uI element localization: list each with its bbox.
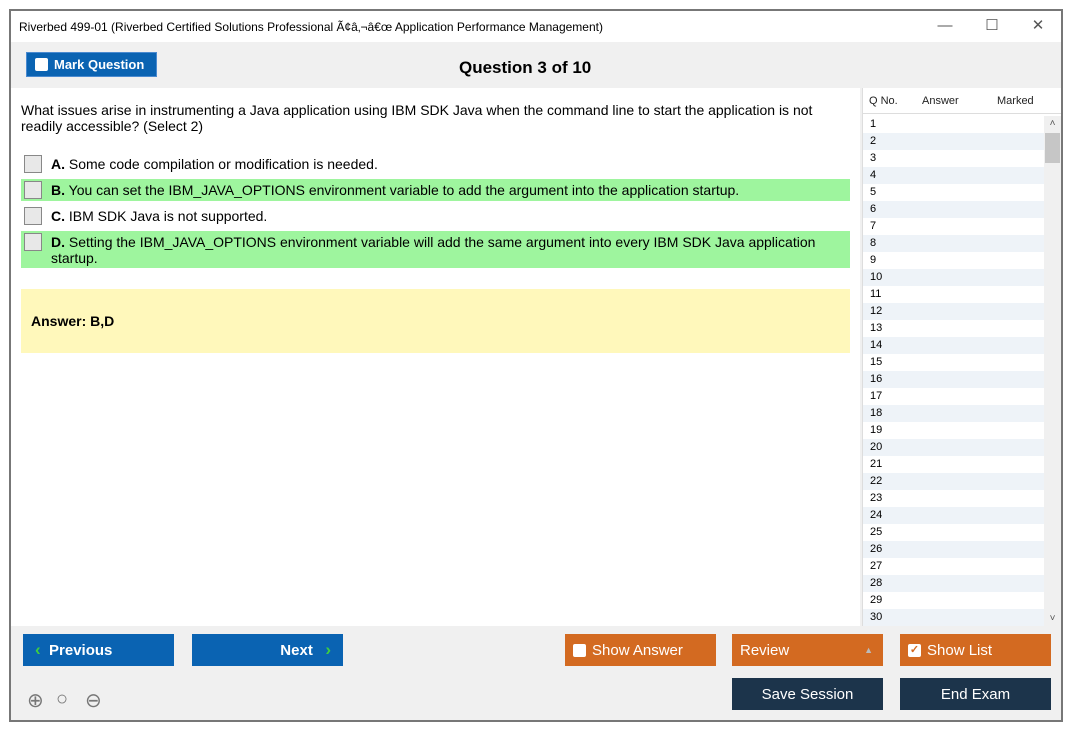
chevron-right-icon: ›: [325, 640, 331, 659]
option-letter: D.: [51, 234, 65, 250]
option-c[interactable]: C. IBM SDK Java is not supported.: [21, 205, 850, 227]
show-list-label: Show List: [927, 641, 993, 659]
list-item[interactable]: 4: [863, 167, 1045, 184]
list-item[interactable]: 3: [870, 152, 877, 164]
list-item[interactable]: 25: [870, 526, 883, 538]
list-item[interactable]: 28: [863, 575, 1045, 592]
title-bar: Riverbed 499-01 (Riverbed Certified Solu…: [11, 11, 1061, 42]
answer-box: Answer: B,D: [21, 289, 850, 353]
end-exam-button[interactable]: End Exam: [900, 678, 1051, 710]
option-checkbox[interactable]: [24, 181, 42, 199]
option-checkbox[interactable]: [24, 207, 42, 225]
option-checkbox[interactable]: [24, 155, 42, 173]
option-checkbox[interactable]: [24, 233, 42, 251]
question-text: What issues arise in instrumenting a Jav…: [21, 102, 813, 134]
save-session-button[interactable]: Save Session: [732, 678, 883, 710]
option-text: Some code compilation or modification is…: [65, 156, 378, 172]
list-item[interactable]: 7: [870, 220, 877, 232]
list-item[interactable]: 13: [870, 322, 883, 334]
question-title: Question 3 of 10: [459, 58, 592, 77]
next-label: Next: [280, 641, 313, 659]
list-item[interactable]: 18: [863, 405, 1045, 422]
question-panel: What issues arise in instrumenting a Jav…: [11, 88, 860, 626]
show-list-button[interactable]: ✓ Show List: [900, 634, 1051, 666]
option-letter: B.: [51, 182, 65, 198]
list-item[interactable]: 29: [870, 594, 883, 606]
list-item[interactable]: 17: [870, 390, 883, 402]
list-item[interactable]: 6: [863, 201, 1045, 218]
option-text: You can set the IBM_JAVA_OPTIONS environ…: [65, 182, 740, 198]
next-button[interactable]: Next ›: [192, 634, 343, 666]
list-item[interactable]: 19: [870, 424, 883, 436]
list-item[interactable]: 16: [863, 371, 1045, 388]
toolbar: Mark Question Question 3 of 10: [11, 42, 1061, 88]
list-item[interactable]: 9: [870, 254, 877, 266]
close-button[interactable]: ✕: [1031, 17, 1045, 34]
list-item[interactable]: 12: [863, 303, 1045, 320]
option-text: Setting the IBM_JAVA_OPTIONS environment…: [51, 234, 816, 266]
option-a[interactable]: A. Some code compilation or modification…: [21, 153, 850, 175]
zoom-in-icon[interactable]: ⊕: [27, 690, 44, 712]
checkbox-icon: [35, 58, 48, 71]
window-title: Riverbed 499-01 (Riverbed Certified Solu…: [19, 20, 603, 34]
list-item[interactable]: 21: [870, 458, 883, 470]
app-window: Riverbed 499-01 (Riverbed Certified Solu…: [9, 9, 1063, 722]
option-b[interactable]: B. You can set the IBM_JAVA_OPTIONS envi…: [21, 179, 850, 201]
question-list: Q No. Answer Marked 1 2 3 4 5 6 7 8 9 10 11 12 13 14 1…: [862, 88, 1061, 626]
scroll-thumb[interactable]: [1045, 133, 1060, 163]
list-item[interactable]: 2: [863, 133, 1045, 150]
show-answer-label: Show Answer: [592, 641, 683, 659]
checked-checkbox-icon: ✓: [908, 643, 921, 657]
option-letter: C.: [51, 208, 65, 224]
list-header: Q No. Answer Marked: [863, 88, 1061, 114]
list-item[interactable]: 27: [870, 560, 883, 572]
list-item[interactable]: 24: [863, 507, 1045, 524]
checkbox-icon: [573, 643, 586, 657]
scrollbar[interactable]: ˄ ˅: [1044, 116, 1061, 626]
previous-label: Previous: [49, 641, 113, 659]
list-item[interactable]: 5: [870, 186, 877, 198]
option-letter: A.: [51, 156, 65, 172]
list-item[interactable]: 8: [863, 235, 1045, 252]
list-item[interactable]: 20: [863, 439, 1045, 456]
scroll-down-icon[interactable]: ˅: [1049, 613, 1056, 624]
scroll-up-icon[interactable]: ˄: [1049, 118, 1056, 129]
option-d[interactable]: D. Setting the IBM_JAVA_OPTIONS environm…: [21, 231, 850, 268]
show-answer-button[interactable]: Show Answer: [565, 634, 716, 666]
list-item[interactable]: 23: [870, 492, 883, 504]
list-item[interactable]: 10: [863, 269, 1045, 286]
mark-question-button[interactable]: Mark Question: [26, 52, 157, 77]
mark-question-label: Mark Question: [54, 57, 145, 72]
triangle-up-icon: ▲: [864, 645, 873, 655]
chevron-left-icon: ‹: [35, 640, 41, 659]
review-label: Review: [740, 641, 790, 659]
previous-button[interactable]: ‹ Previous: [23, 634, 174, 666]
list-item[interactable]: 1: [870, 118, 877, 130]
list-item[interactable]: 26: [863, 541, 1045, 558]
header-marked: Marked: [997, 95, 1034, 107]
footer: [11, 626, 1061, 720]
zoom-reset-icon[interactable]: ○: [56, 688, 69, 710]
minimize-button[interactable]: —: [937, 17, 953, 34]
list-item[interactable]: 14: [863, 337, 1045, 354]
list-item[interactable]: 15: [870, 356, 883, 368]
list-rows: 1 2 3 4 5 6 7 8 9 10 11 12 13 14 15 16 17 18 19 20 21 22 23 24 2…: [863, 116, 1045, 626]
maximize-button[interactable]: ☐: [985, 17, 999, 34]
zoom-out-icon[interactable]: ⊖: [85, 690, 102, 712]
list-item[interactable]: 22: [863, 473, 1045, 490]
list-item[interactable]: 11: [870, 288, 882, 300]
option-text: IBM SDK Java is not supported.: [65, 208, 268, 224]
header-qno: Q No.: [869, 95, 898, 107]
list-item[interactable]: 30: [863, 609, 1045, 626]
review-dropdown[interactable]: Review ▲: [732, 634, 883, 666]
header-answer: Answer: [922, 95, 959, 107]
